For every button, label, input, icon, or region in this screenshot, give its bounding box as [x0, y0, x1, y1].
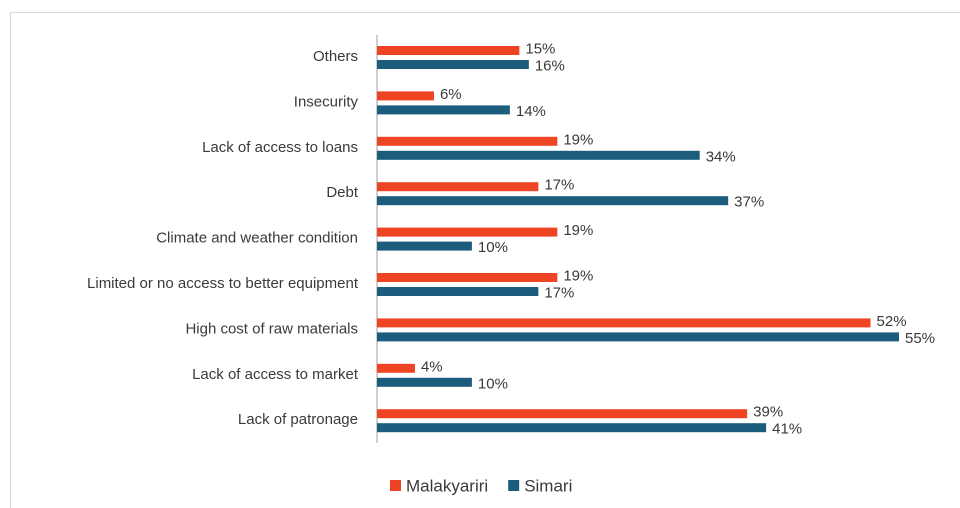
bar [377, 273, 558, 282]
value-label: 17% [544, 284, 574, 301]
category-label: Lack of patronage [238, 411, 358, 428]
value-label: 52% [877, 313, 907, 330]
chart-frame [10, 12, 960, 508]
bar [377, 227, 558, 237]
value-label: 37% [734, 194, 764, 211]
value-label: 16% [535, 57, 565, 74]
legend-label: Malakyariri [406, 476, 488, 495]
legend-label: Simari [524, 476, 572, 495]
value-label: 17% [544, 177, 574, 194]
value-label: 10% [478, 375, 508, 392]
category-label: Lack of access to market [192, 366, 359, 383]
category-label: Lack of access to loans [202, 139, 358, 156]
bar [377, 60, 529, 69]
bar [377, 196, 729, 206]
value-label: 41% [772, 421, 802, 438]
bar [377, 423, 767, 433]
value-label: 14% [516, 103, 546, 120]
value-label: 19% [563, 222, 593, 239]
value-label: 55% [905, 330, 935, 347]
legend-swatch [390, 480, 401, 491]
category-label: Limited or no access to better equipment [87, 275, 359, 292]
bar [377, 91, 434, 101]
value-label: 6% [440, 86, 462, 103]
value-label: 19% [563, 131, 593, 148]
category-label: High cost of raw materials [185, 320, 358, 337]
category-label: Insecurity [294, 93, 359, 110]
bar [377, 182, 539, 192]
category-label: Debt [326, 184, 359, 201]
bar [377, 150, 700, 160]
value-label: 39% [753, 404, 783, 421]
category-label: Climate and weather condition [156, 230, 358, 247]
bar [377, 287, 539, 296]
bar [377, 377, 472, 387]
bar [377, 136, 558, 146]
value-label: 19% [563, 267, 593, 284]
bar [377, 409, 748, 419]
bar [377, 318, 871, 328]
bar [377, 46, 520, 55]
value-label: 15% [525, 40, 555, 57]
legend-swatch [508, 480, 520, 491]
value-label: 4% [421, 358, 443, 375]
bar [377, 332, 899, 342]
bar [377, 363, 415, 373]
value-label: 10% [478, 239, 508, 256]
bar [377, 105, 510, 115]
value-label: 34% [706, 148, 736, 165]
category-label: Others [313, 48, 358, 65]
bar [377, 241, 472, 251]
